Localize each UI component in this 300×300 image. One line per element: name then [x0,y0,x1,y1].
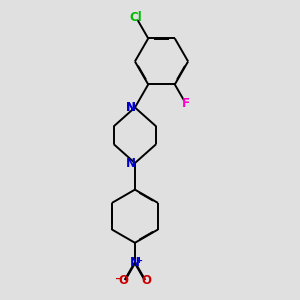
Text: Cl: Cl [130,11,142,24]
Text: N: N [126,101,136,114]
Text: N: N [130,256,140,269]
Text: N: N [126,157,136,169]
Text: +: + [135,256,142,265]
Text: N: N [126,101,136,114]
Text: −: − [115,274,123,284]
Text: O: O [118,274,129,286]
Text: F: F [182,97,190,110]
Text: O: O [141,274,151,286]
